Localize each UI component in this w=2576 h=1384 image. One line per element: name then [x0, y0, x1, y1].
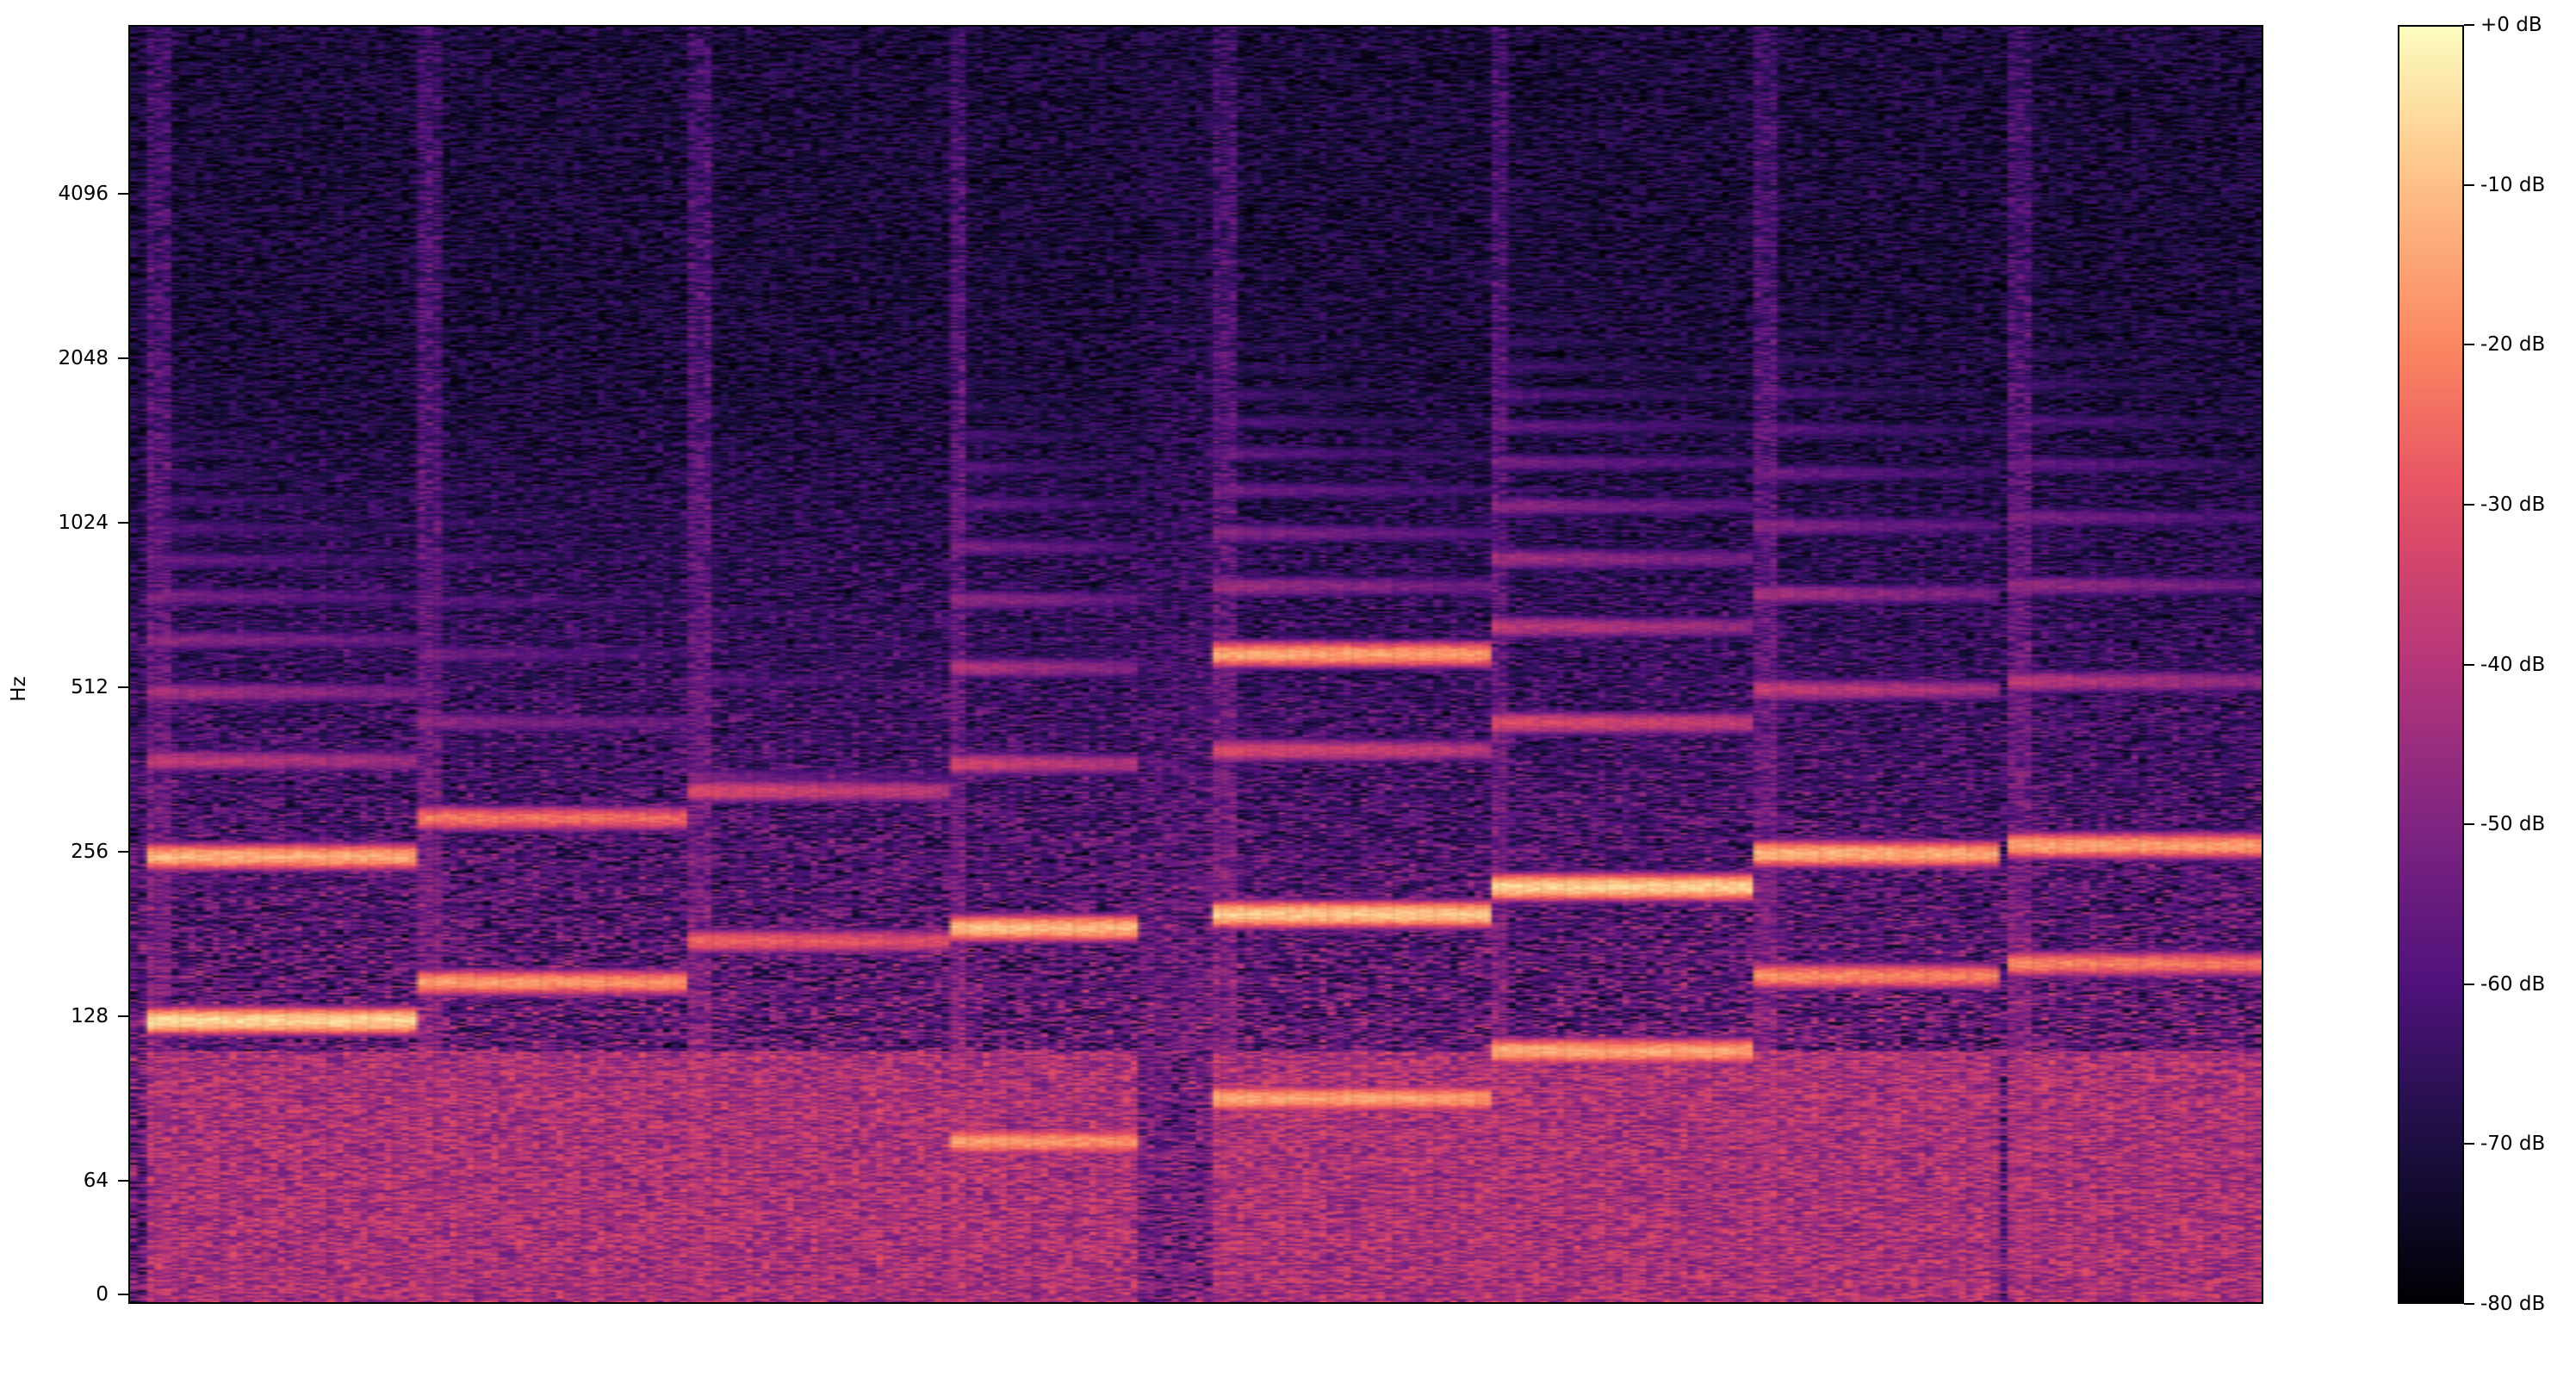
y-tick-label: 0 — [96, 1283, 109, 1306]
colorbar-tick — [2464, 183, 2474, 186]
colorbar-tick — [2464, 983, 2474, 985]
y-tick-label: 2048 — [58, 347, 109, 369]
y-tick-label: 1024 — [58, 512, 109, 534]
colorbar-tick — [2464, 1143, 2474, 1145]
colorbar-tick-label: -10 dB — [2480, 173, 2546, 196]
y-tick-label: 512 — [71, 676, 109, 698]
colorbar-tick — [2464, 823, 2474, 826]
y-tick-label: 64 — [83, 1170, 109, 1192]
y-tick — [118, 357, 128, 359]
colorbar-tick-label: -50 dB — [2480, 813, 2546, 836]
colorbar-tick-label: -70 dB — [2480, 1133, 2546, 1156]
spectrogram-plot — [128, 25, 2263, 1304]
colorbar-tick-label: -30 dB — [2480, 493, 2546, 516]
colorbar-tick — [2464, 503, 2474, 506]
colorbar-tick-label: +0 dB — [2480, 14, 2542, 36]
y-tick — [118, 193, 128, 195]
y-tick — [118, 1015, 128, 1017]
colorbar-tick — [2464, 663, 2474, 666]
colorbar-tick — [2464, 1303, 2474, 1305]
y-tick-label: 128 — [71, 1005, 109, 1027]
y-tick — [118, 1180, 128, 1182]
y-tick — [118, 1294, 128, 1295]
y-tick — [118, 851, 128, 853]
y-axis-label: Hz — [8, 676, 30, 702]
colorbar-tick-label: -20 dB — [2480, 333, 2546, 357]
y-tick — [118, 522, 128, 524]
y-tick — [118, 686, 128, 688]
colorbar-tick-label: -80 dB — [2480, 1293, 2546, 1315]
spectrogram-heatmap — [130, 27, 2262, 1302]
y-tick-label: 256 — [71, 841, 109, 863]
colorbar-tick — [2464, 344, 2474, 346]
colorbar-tick-label: -40 dB — [2480, 653, 2546, 676]
y-tick-label: 4096 — [58, 183, 109, 205]
colorbar — [2398, 25, 2464, 1304]
colorbar-tick — [2464, 24, 2474, 26]
colorbar-tick-label: -60 dB — [2480, 972, 2546, 996]
